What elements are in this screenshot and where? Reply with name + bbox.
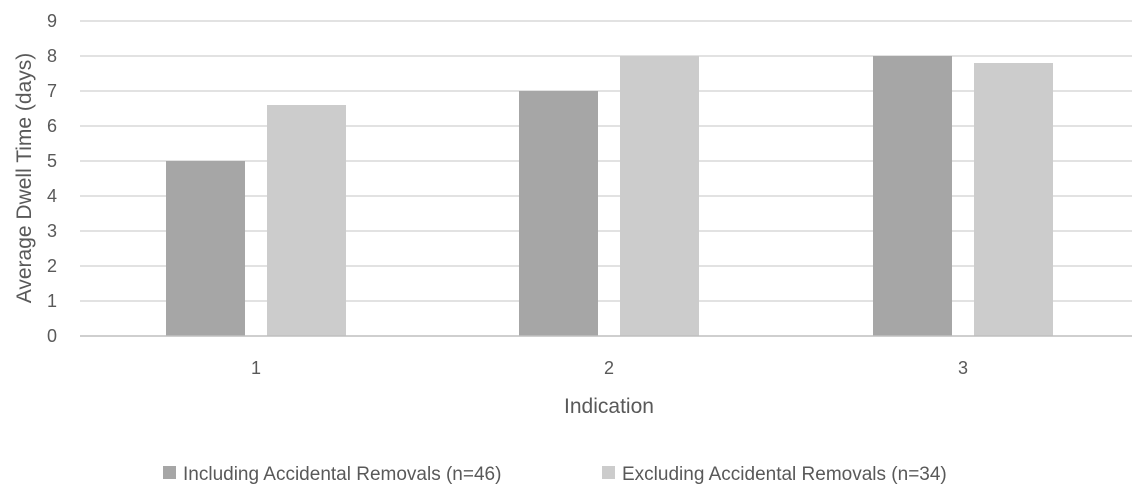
legend: Including Accidental Removals (n=46) Excl… (163, 464, 947, 485)
x-tick-label: 2 (604, 358, 614, 378)
bar-series-2-category-1 (267, 105, 346, 336)
bar-series-2-category-2 (620, 56, 699, 336)
x-tick-label: 1 (251, 358, 261, 378)
bar-series-1-category-2 (519, 91, 598, 336)
y-tick-label: 8 (47, 46, 57, 66)
y-axis-title: Average Dwell Time (days) (13, 53, 36, 304)
y-tick-label: 5 (47, 151, 57, 171)
bar-series-2-category-3 (974, 63, 1053, 336)
gridlines (80, 20, 1132, 302)
y-tick-label: 3 (47, 221, 57, 241)
legend-swatch (602, 466, 615, 479)
x-axis-ticks: 1 2 3 (251, 358, 968, 378)
y-tick-label: 4 (47, 186, 57, 206)
y-tick-label: 1 (47, 291, 57, 311)
legend-label: Including Accidental Removals (n=46) (183, 464, 501, 485)
y-tick-label: 0 (47, 326, 57, 346)
y-tick-label: 7 (47, 81, 57, 101)
legend-label: Excluding Accidental Removals (n=34) (622, 464, 947, 485)
y-axis-ticks: 0 1 2 3 4 5 6 7 8 9 (47, 11, 57, 346)
bar-series-1-category-1 (166, 161, 245, 336)
bar-series-1-category-3 (873, 56, 952, 336)
x-axis-title: Indication (564, 395, 654, 418)
y-tick-label: 6 (47, 116, 57, 136)
legend-swatch (163, 466, 176, 479)
y-tick-label: 2 (47, 256, 57, 276)
bars (166, 56, 1053, 336)
y-tick-label: 9 (47, 11, 57, 31)
x-tick-label: 3 (958, 358, 968, 378)
